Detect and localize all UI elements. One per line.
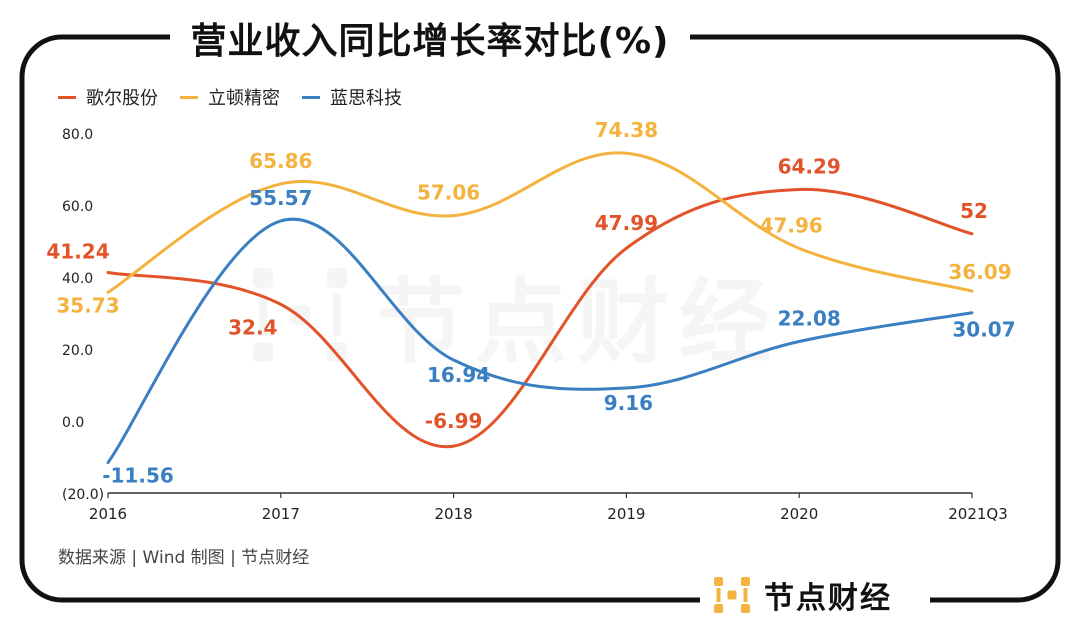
series-line-goertek <box>106 188 974 449</box>
data-label-lens: 16.94 <box>427 363 490 387</box>
chart-legend: 歌尔股份 立顿精密 蓝思科技 <box>58 84 402 110</box>
legend-item-luxshare: 立顿精密 <box>180 84 280 110</box>
data-label-luxshare: 35.73 <box>56 293 119 317</box>
y-tick-label: 60.0 <box>62 199 93 215</box>
y-tick-label: 20.0 <box>62 343 93 359</box>
data-label-lens: 30.07 <box>952 318 1015 342</box>
brand-name: 节点财经 <box>764 581 892 616</box>
legend-swatch-lens <box>302 95 320 99</box>
data-label-goertek: 52 <box>960 199 988 223</box>
legend-swatch-luxshare <box>180 95 198 99</box>
chart-title-box: 营业收入同比增长率对比(%) <box>170 10 690 66</box>
series-line-luxshare <box>106 151 974 294</box>
brand-box: 节点财经 <box>700 567 930 623</box>
data-label-luxshare: 74.38 <box>595 118 658 142</box>
legend-item-goertek: 歌尔股份 <box>58 84 158 110</box>
legend-label-goertek: 歌尔股份 <box>86 88 158 109</box>
data-label-luxshare: 65.86 <box>249 149 312 173</box>
x-tick-label: 2018 <box>435 505 473 523</box>
data-label-luxshare: 36.09 <box>948 260 1011 284</box>
x-tick-label: 2016 <box>89 505 127 523</box>
y-tick-label: (20.0) <box>62 487 104 503</box>
data-label-lens: 9.16 <box>604 391 653 415</box>
series-line-lens <box>106 217 974 465</box>
source-text: 数据来源 | Wind 制图 | 节点财经 <box>58 548 310 568</box>
data-label-goertek: 47.99 <box>595 211 658 235</box>
y-tick-label: 40.0 <box>62 271 93 287</box>
chart-title: 营业收入同比增长率对比(%) <box>190 21 670 62</box>
legend-swatch-goertek <box>58 95 76 99</box>
data-label-luxshare: 57.06 <box>417 181 480 205</box>
data-label-goertek: -6.99 <box>425 409 483 433</box>
data-label-lens: 55.57 <box>249 186 312 210</box>
legend-label-luxshare: 立顿精密 <box>208 88 280 109</box>
data-label-goertek: 64.29 <box>778 155 841 179</box>
y-tick-label: 80.0 <box>62 127 93 143</box>
data-label-goertek: 41.24 <box>46 240 109 264</box>
data-label-goertek: 32.4 <box>228 315 277 339</box>
data-label-lens: -11.56 <box>102 464 174 488</box>
x-tick-label: 2019 <box>607 505 645 523</box>
x-tick-label: 2017 <box>262 505 300 523</box>
x-tick-label: 2021Q3 <box>948 505 1008 523</box>
legend-item-lens: 蓝思科技 <box>302 84 402 110</box>
y-tick-label: 0.0 <box>62 415 84 431</box>
data-label-lens: 22.08 <box>778 307 841 331</box>
brand-logo-icon <box>714 577 750 613</box>
x-tick-label: 2020 <box>780 505 818 523</box>
data-label-luxshare: 47.96 <box>760 213 823 237</box>
legend-label-lens: 蓝思科技 <box>330 88 402 109</box>
